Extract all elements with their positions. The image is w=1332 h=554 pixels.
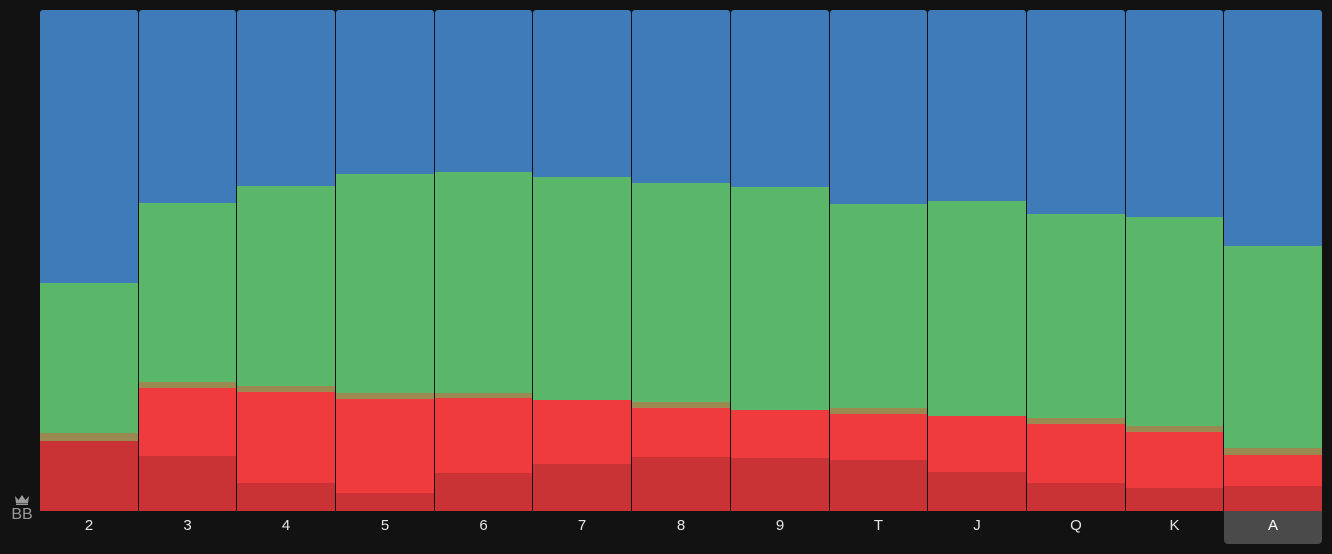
bar-Q-segment-4 <box>1027 214 1125 418</box>
bar-2[interactable] <box>40 10 138 511</box>
bar-7-segment-1 <box>533 464 631 511</box>
bar-8-segment-3 <box>632 401 730 408</box>
bar-A-segment-4 <box>1224 245 1322 449</box>
bar-8-segment-1 <box>632 456 730 511</box>
bar-8-segment-2 <box>632 407 730 457</box>
player-name: BB <box>11 506 33 523</box>
tick-label-J[interactable]: J <box>973 517 981 534</box>
bar-6[interactable] <box>435 10 532 511</box>
tick-label-7[interactable]: 7 <box>577 517 587 534</box>
bar-T[interactable] <box>830 10 927 511</box>
bar-Q-segment-1 <box>1027 482 1125 511</box>
bar-2-segment-5 <box>40 10 138 284</box>
bar-7-segment-2 <box>533 400 631 465</box>
bar-T-segment-3 <box>830 407 927 414</box>
bar-Q-segment-2 <box>1027 423 1125 483</box>
bar-7-segment-5 <box>533 10 631 178</box>
bar-2-segment-3 <box>40 433 138 441</box>
bar-7-segment-4 <box>533 177 631 401</box>
bar-3[interactable] <box>139 10 236 511</box>
bar-4-segment-2 <box>237 391 335 484</box>
bar-A-segment-3 <box>1224 448 1322 455</box>
bar-6-segment-1 <box>435 473 532 511</box>
player-badge: BB <box>4 494 40 524</box>
bar-8[interactable] <box>632 10 730 511</box>
bar-9[interactable] <box>731 10 829 511</box>
bar-K-segment-3 <box>1126 425 1223 432</box>
bar-4-segment-4 <box>237 186 335 386</box>
bar-6-segment-3 <box>435 392 532 399</box>
bar-K-segment-5 <box>1126 10 1223 218</box>
bar-A-segment-2 <box>1224 454 1322 486</box>
tick-label-9[interactable]: 9 <box>775 517 785 534</box>
tick-label-3[interactable]: 3 <box>183 517 192 534</box>
tick-label-6[interactable]: 6 <box>479 517 488 534</box>
tick-label-2[interactable]: 2 <box>84 517 94 534</box>
stacked-bar-chart <box>40 10 1323 511</box>
bar-3-segment-1 <box>139 455 236 511</box>
bar-9-segment-4 <box>731 187 829 410</box>
bar-8-segment-5 <box>632 10 730 184</box>
bar-8-segment-4 <box>632 183 730 402</box>
bar-4-segment-3 <box>237 385 335 392</box>
bar-T-segment-1 <box>830 459 927 511</box>
bar-5-segment-3 <box>336 393 434 399</box>
tick-label-8[interactable]: 8 <box>676 517 686 534</box>
bar-J-segment-1 <box>928 471 1026 511</box>
bar-4-segment-5 <box>237 10 335 187</box>
bar-Q-segment-3 <box>1027 417 1125 424</box>
bar-6-segment-2 <box>435 398 532 474</box>
bar-K-segment-4 <box>1126 217 1223 426</box>
bar-7[interactable] <box>533 10 631 511</box>
rank-axis: 2 3 4 5 6 7 8 9 T J Q K A <box>40 511 1323 544</box>
bar-5-segment-5 <box>336 10 434 174</box>
bar-A-segment-5 <box>1224 10 1322 246</box>
bar-J-segment-4 <box>928 201 1026 416</box>
bar-3-segment-5 <box>139 10 236 204</box>
bar-T-segment-5 <box>830 10 927 205</box>
bar-3-segment-2 <box>139 388 236 456</box>
bar-9-segment-2 <box>731 409 829 458</box>
bar-J[interactable] <box>928 10 1026 511</box>
crown-icon <box>15 495 29 505</box>
tick-label-4[interactable]: 4 <box>281 517 291 534</box>
bar-6-segment-5 <box>435 10 532 173</box>
bar-K-segment-1 <box>1126 487 1223 511</box>
tick-label-A[interactable]: A <box>1224 511 1322 544</box>
bar-3-segment-4 <box>139 203 236 383</box>
bar-5-segment-2 <box>336 398 434 494</box>
bar-T-segment-4 <box>830 204 927 408</box>
bar-4[interactable] <box>237 10 335 511</box>
tick-label-5[interactable]: 5 <box>380 517 390 534</box>
bar-2-segment-4 <box>40 283 138 434</box>
tick-label-K[interactable]: K <box>1169 517 1180 534</box>
bar-2-segment-1 <box>40 440 138 511</box>
bar-A[interactable] <box>1224 10 1322 511</box>
bar-9-segment-5 <box>731 10 829 188</box>
bar-5-segment-1 <box>336 493 434 511</box>
bar-4-segment-1 <box>237 483 335 511</box>
bar-A-segment-1 <box>1224 485 1322 511</box>
bar-6-segment-4 <box>435 172 532 393</box>
bar-K[interactable] <box>1126 10 1223 511</box>
bar-3-segment-3 <box>139 382 236 389</box>
tick-label-T[interactable]: T <box>873 517 884 534</box>
bar-5-segment-4 <box>336 173 434 394</box>
bar-J-segment-2 <box>928 415 1026 472</box>
bar-T-segment-2 <box>830 413 927 460</box>
bar-Q-segment-5 <box>1027 10 1125 215</box>
bar-Q[interactable] <box>1027 10 1125 511</box>
bar-9-segment-1 <box>731 457 829 511</box>
bar-J-segment-5 <box>928 10 1026 202</box>
bar-5[interactable] <box>336 10 434 511</box>
tick-label-Q[interactable]: Q <box>1070 517 1082 534</box>
bar-K-segment-2 <box>1126 431 1223 488</box>
